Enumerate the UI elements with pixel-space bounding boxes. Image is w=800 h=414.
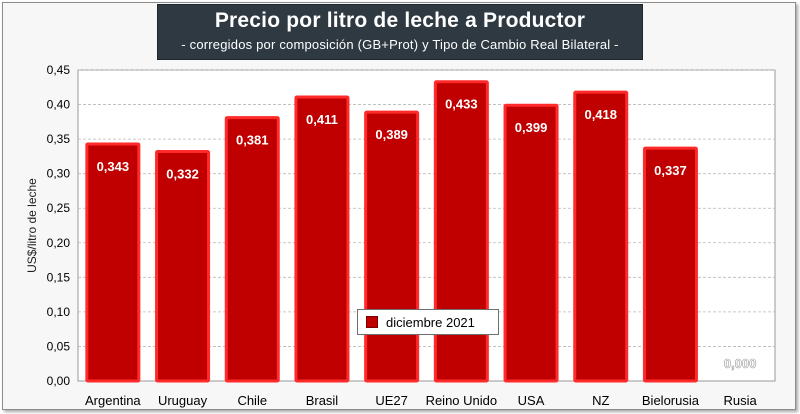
bar (433, 80, 489, 383)
bar-value-label: 0,332 (166, 167, 199, 182)
x-tick-label: USA (518, 393, 545, 408)
bar (503, 103, 559, 383)
bar-value-label: 0,337 (654, 163, 687, 178)
x-tick-label: Reino Unido (426, 393, 498, 408)
bar-value-label: 0,433 (445, 97, 478, 112)
bar-value-label: 0,389 (375, 127, 408, 142)
x-tick-label: NZ (592, 393, 609, 408)
legend-label: diciembre 2021 (386, 314, 475, 330)
x-tick-label: Bielorusia (642, 393, 700, 408)
bar-value-label: 0,399 (515, 120, 548, 135)
y-tick-label: 0,00 (47, 374, 71, 388)
chart-title: Precio por litro de leche a Productor (214, 9, 586, 32)
y-tick-label: 0,45 (47, 63, 71, 77)
x-tick-label: Chile (237, 393, 267, 408)
y-tick-label: 0,10 (47, 305, 71, 319)
y-axis-label: US$/litro de leche (25, 178, 39, 273)
bar (224, 116, 280, 383)
y-tick-label: 0,05 (47, 339, 71, 353)
x-tick-label: Brasil (306, 393, 339, 408)
x-tick-label: UE27 (375, 393, 408, 408)
legend-swatch (366, 316, 378, 328)
bar (642, 146, 698, 383)
x-tick-label: Uruguay (158, 393, 208, 408)
bar-value-label: 0,381 (236, 133, 269, 148)
chart-subtitle: - corregidos por composición (GB+Prot) y… (181, 37, 619, 52)
x-tick-label: Argentina (85, 393, 141, 408)
legend: diciembre 2021 (357, 309, 499, 335)
bar-value-label: 0,418 (584, 107, 617, 122)
bar (364, 110, 420, 383)
y-tick-label: 0,35 (47, 132, 71, 146)
y-tick-label: 0,40 (47, 98, 71, 112)
bar (294, 95, 350, 383)
bar-value-label: 0,000 (724, 356, 757, 371)
title-box: Precio por litro de leche a Productor - … (157, 4, 643, 60)
y-tick-label: 0,15 (47, 270, 71, 284)
bar (573, 90, 629, 383)
bar-value-label: 0,343 (97, 159, 130, 174)
bar (85, 142, 141, 383)
y-tick-label: 0,30 (47, 167, 71, 181)
bar-value-label: 0,411 (306, 112, 338, 127)
y-tick-label: 0,20 (47, 236, 71, 250)
bar (155, 150, 211, 383)
x-tick-label: Rusia (724, 393, 758, 408)
y-tick-label: 0,25 (47, 201, 71, 215)
